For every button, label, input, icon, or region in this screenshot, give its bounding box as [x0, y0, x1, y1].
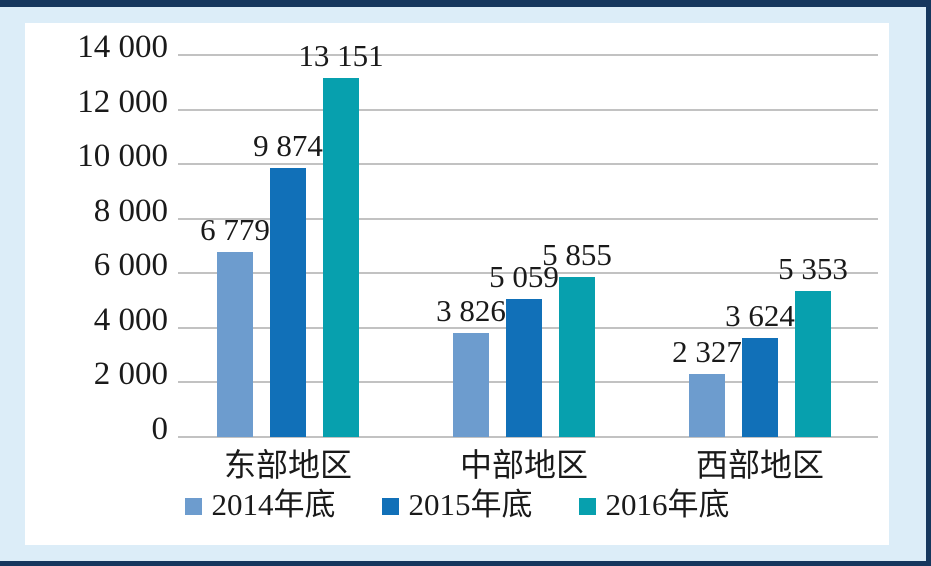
legend-label: 2015年底	[408, 487, 533, 522]
bar-value-label: 5 353	[778, 251, 848, 286]
legend-label: 2014年底	[211, 487, 336, 522]
legend-label: 2016年底	[605, 487, 730, 522]
chart-legend: 2014年底 2015年底 2016年底	[25, 486, 889, 524]
bar-2016年底-西部地区	[795, 291, 831, 437]
bar-2016年底-东部地区	[323, 78, 359, 437]
gridline	[178, 272, 878, 274]
y-axis-tick-label: 4 000	[93, 302, 168, 338]
gridline	[178, 163, 878, 165]
bar-2014年底-西部地区	[689, 374, 725, 437]
bar-2015年底-中部地区	[506, 299, 542, 437]
x-axis-category-label: 西部地区	[695, 447, 825, 483]
x-axis-category-label: 中部地区	[459, 447, 589, 483]
bar-value-label: 3 826	[436, 293, 506, 328]
gridline	[178, 109, 878, 111]
legend-item-2015年底: 2015年底	[381, 486, 533, 524]
gridline	[178, 218, 878, 220]
bar-2014年底-东部地区	[217, 252, 253, 437]
legend-swatch-icon	[381, 497, 399, 515]
y-axis-tick-label: 8 000	[93, 193, 168, 229]
bar-2016年底-中部地区	[559, 277, 595, 437]
bar-value-label: 5 855	[542, 237, 612, 272]
bar-value-label: 9 874	[253, 128, 323, 163]
legend-swatch-icon	[184, 497, 202, 515]
y-axis-tick-label: 0	[151, 411, 169, 447]
bar-value-label: 2 327	[672, 334, 742, 369]
bar-2015年底-西部地区	[742, 338, 778, 437]
y-axis-tick-label: 6 000	[93, 247, 168, 283]
legend-swatch-icon	[578, 497, 596, 515]
legend-item-2016年底: 2016年底	[578, 486, 730, 524]
bar-value-label: 3 624	[725, 298, 795, 333]
y-axis-tick-label: 10 000	[77, 138, 168, 174]
legend-item-2014年底: 2014年底	[184, 486, 336, 524]
bar-value-label: 5 059	[489, 259, 559, 294]
y-axis-tick-label: 14 000	[77, 29, 168, 65]
y-axis-tick-label: 2 000	[93, 356, 168, 392]
bar-value-label: 6 779	[200, 212, 270, 247]
bar-value-label: 13 151	[298, 38, 384, 73]
bar-2015年底-东部地区	[270, 168, 306, 437]
x-axis-category-label: 东部地区	[223, 447, 353, 483]
bar-2014年底-中部地区	[453, 333, 489, 437]
gridline	[178, 54, 878, 56]
gridline	[178, 436, 878, 438]
bar-chart: 0 2 000 4 000 6 000 8 000 10 000 12 000 14 000 6…	[0, 7, 926, 561]
y-axis-tick-label: 12 000	[77, 84, 168, 120]
